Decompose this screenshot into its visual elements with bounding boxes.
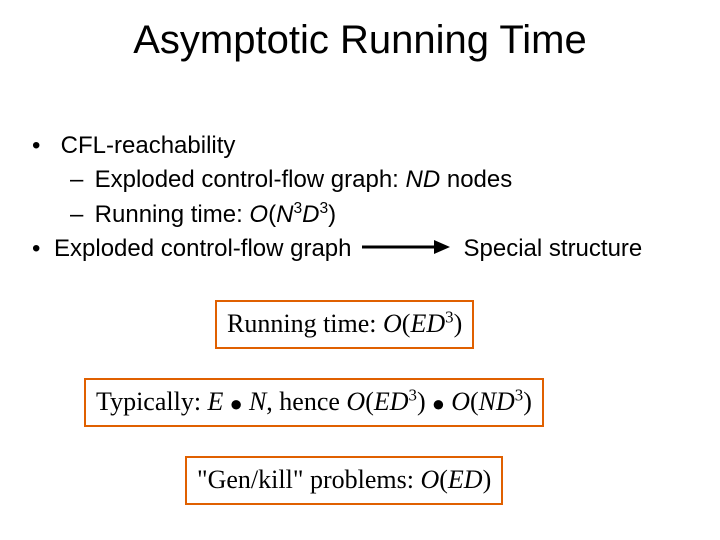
text: Running time: (95, 201, 250, 228)
D: D (302, 201, 319, 228)
text: Running time: (227, 309, 383, 338)
close: ) (454, 309, 463, 338)
exp: 3 (293, 200, 302, 217)
slide-title: Asymptotic Running Time (0, 18, 720, 63)
bullet-running-time: Running time: O(N3D3) (70, 199, 694, 231)
open: ( (470, 387, 479, 416)
bullet-cfl-text: CFL-reachability (61, 132, 236, 159)
arrow-icon (362, 233, 450, 265)
O: O (346, 387, 365, 416)
exp: 3 (515, 385, 523, 404)
O: O (383, 309, 402, 338)
slide-body: CFL-reachability Exploded control-flow g… (34, 130, 694, 268)
text-left: Exploded control-flow graph (54, 233, 352, 265)
box-typically: Typically: E ● N, hence O(ED3) ● O(ND3) (84, 378, 544, 427)
N: N (249, 387, 266, 416)
ED: ED (410, 309, 445, 338)
nd-ital: ND (406, 166, 441, 193)
close: ) (328, 201, 336, 228)
box-genkill: "Gen/kill" problems: O(ED) (185, 456, 503, 505)
text: nodes (440, 166, 512, 193)
open: ( (365, 387, 374, 416)
close: ) (483, 465, 492, 494)
bullet-cfl: CFL-reachability (34, 130, 694, 162)
ND: ND (479, 387, 515, 416)
exp: 3 (319, 200, 328, 217)
box-running-time-ed3: Running time: O(ED3) (215, 300, 474, 349)
N: N (276, 201, 293, 228)
O: O (249, 201, 268, 228)
text-right: Special structure (464, 233, 643, 265)
close: ) (417, 387, 426, 416)
E: E (208, 387, 224, 416)
approx-icon: ● (426, 391, 452, 416)
ED: ED (374, 387, 409, 416)
text: "Gen/kill" problems: (197, 465, 420, 494)
bullet-special-structure: Exploded control-flow graph Special stru… (34, 233, 694, 265)
approx-icon: ● (223, 391, 249, 416)
close: ) (523, 387, 532, 416)
text: Exploded control-flow graph: (95, 166, 406, 193)
text: , hence (266, 387, 346, 416)
exp: 3 (445, 307, 453, 326)
text: Typically: (96, 387, 208, 416)
O: O (420, 465, 439, 494)
slide: Asymptotic Running Time CFL-reachability… (0, 0, 720, 540)
open: ( (439, 465, 448, 494)
O: O (451, 387, 470, 416)
open: ( (268, 201, 276, 228)
bullet-exploded-nodes: Exploded control-flow graph: ND nodes (70, 164, 694, 196)
ED: ED (448, 465, 483, 494)
exp: 3 (409, 385, 417, 404)
